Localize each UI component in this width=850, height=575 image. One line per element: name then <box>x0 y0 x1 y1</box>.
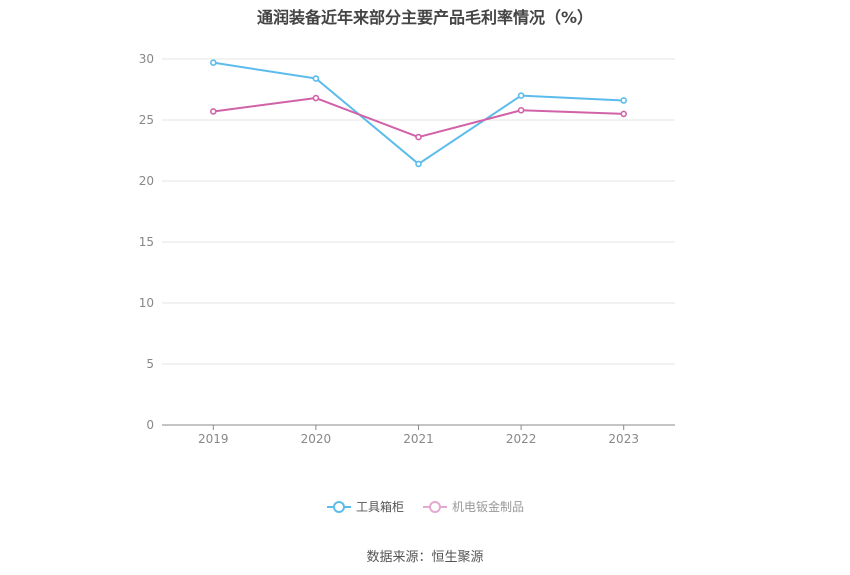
data-point <box>620 97 628 104</box>
y-tick-label: 25 <box>139 113 154 127</box>
y-tick-label: 0 <box>146 418 154 432</box>
y-tick-label: 30 <box>139 52 154 66</box>
x-tick-label: 2022 <box>506 432 537 446</box>
legend-label-series-2: 机电钣金制品 <box>452 500 525 514</box>
series-1 <box>210 59 628 168</box>
data-point <box>312 75 320 82</box>
series-line <box>213 97 624 139</box>
data-source: 数据来源：恒生聚源 <box>366 550 484 565</box>
x-tick-label: 2020 <box>301 432 332 446</box>
data-point <box>210 108 217 115</box>
legend: 工具箱柜 机电钣金制品 <box>0 498 850 515</box>
x-tick-label: 2019 <box>198 432 229 446</box>
y-tick-label: 10 <box>139 296 154 310</box>
legend-label-series-1: 工具箱柜 <box>355 500 404 514</box>
line-chart: 0 5 10 15 20 25 30 2019 2020 2021 2022 2023 <box>139 52 675 446</box>
legend-item-series-1[interactable]: 工具箱柜 <box>326 498 404 515</box>
x-tick-label: 2023 <box>608 432 639 446</box>
series-group <box>210 59 628 168</box>
data-point <box>620 110 628 118</box>
grid-lines <box>162 58 675 365</box>
data-point <box>312 94 320 102</box>
legend-marker-series-1 <box>326 500 351 513</box>
data-point <box>517 92 525 99</box>
data-point <box>517 106 525 114</box>
legend-item-series-2[interactable]: 机电钣金制品 <box>422 498 524 515</box>
data-point <box>415 160 422 168</box>
y-tick-label: 5 <box>146 357 154 371</box>
y-tick-label: 20 <box>139 174 154 188</box>
chart-title: 通润装备近年来部分主要产品毛利率情况（%） <box>256 8 594 27</box>
series-2 <box>210 94 628 141</box>
y-tick-label: 15 <box>139 235 154 249</box>
x-tick-label: 2021 <box>403 432 434 446</box>
data-point <box>415 133 422 141</box>
data-point <box>210 59 217 66</box>
y-axis-ticks: 0 5 10 15 20 25 30 <box>139 52 154 432</box>
x-axis-ticks: 2019 2020 2021 2022 2023 <box>198 425 639 446</box>
legend-marker-series-2 <box>423 500 447 513</box>
series-line <box>213 61 624 165</box>
